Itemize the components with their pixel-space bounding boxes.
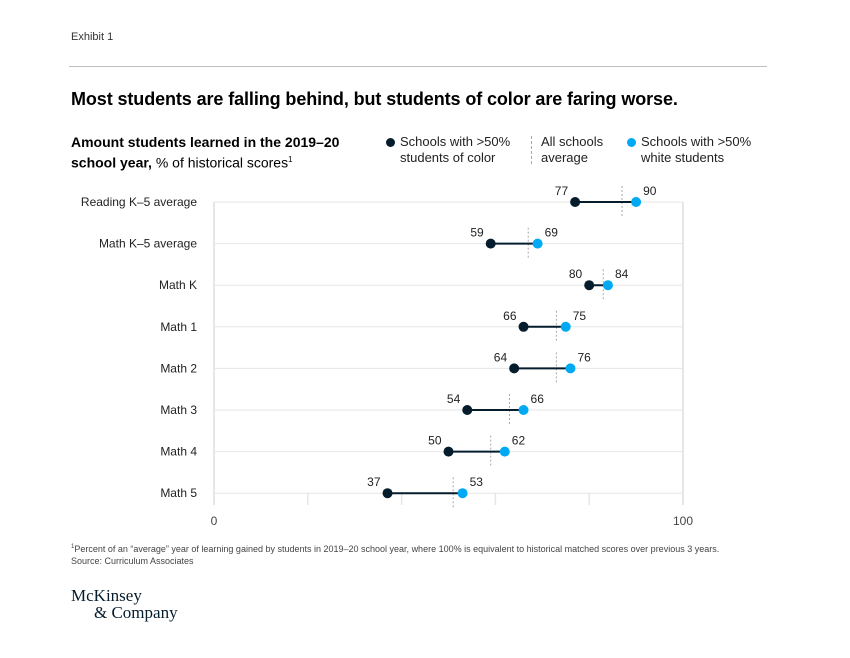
source-text: Source: Curriculum Associates — [71, 556, 194, 566]
value-label-white-students: 90 — [643, 184, 657, 198]
value-label-students-of-color: 54 — [447, 392, 461, 406]
legend-color-line1: Schools with >50% — [400, 134, 511, 149]
legend-average-line2: average — [541, 150, 588, 165]
dot-white-students — [560, 321, 571, 332]
category-label: Math 4 — [160, 445, 197, 459]
subtitle-footnote-marker: 1 — [288, 155, 293, 164]
dark-dot-icon — [386, 138, 395, 147]
dot-white-students — [602, 280, 613, 291]
value-label-students-of-color: 50 — [428, 434, 442, 448]
legend-white-line2: white students — [641, 150, 725, 165]
category-label: Math K — [159, 278, 197, 292]
legend-average-line1: All schools — [541, 134, 604, 149]
dot-students-of-color — [485, 238, 496, 249]
dot-students-of-color — [509, 363, 520, 374]
category-label: Math 1 — [160, 320, 197, 334]
dot-students-of-color — [570, 197, 581, 207]
dot-white-students — [631, 197, 642, 207]
chart-title: Most students are falling behind, but st… — [71, 89, 678, 109]
category-label: Math 3 — [160, 403, 197, 417]
value-label-white-students: 69 — [545, 226, 559, 240]
logo-line2: & Company — [94, 603, 178, 622]
x-tick-label: 0 — [211, 514, 218, 528]
legend-color-line2: students of color — [400, 150, 496, 165]
value-label-white-students: 84 — [615, 267, 629, 281]
logo-line1: McKinsey — [71, 586, 142, 605]
dot-white-students — [518, 405, 529, 415]
blue-dot-icon — [627, 138, 636, 147]
exhibit-label: Exhibit 1 — [71, 31, 114, 43]
dot-white-students — [457, 488, 468, 499]
value-label-white-students: 62 — [512, 434, 526, 448]
footnote: 1Percent of an “average” year of learnin… — [71, 541, 719, 567]
dot-white-students — [532, 238, 543, 249]
legend-white-line1: Schools with >50% — [641, 134, 752, 149]
dot-students-of-color — [443, 446, 454, 457]
category-label: Reading K–5 average — [81, 195, 197, 209]
dot-students-of-color — [518, 321, 529, 332]
mckinsey-logo: McKinsey & Company — [71, 587, 178, 621]
category-label: Math 5 — [160, 486, 197, 500]
footnote-text: Percent of an “average” year of learning… — [74, 544, 720, 554]
dot-white-students — [565, 363, 576, 374]
value-label-students-of-color: 64 — [494, 350, 508, 364]
dashed-line-icon — [531, 136, 532, 164]
chart-subtitle: Amount students learned in the 2019–20 s… — [71, 134, 371, 172]
value-label-white-students: 53 — [470, 475, 484, 489]
subtitle-bold: Amount students learned in the 2019–20 s… — [71, 134, 340, 171]
category-label: Math K–5 average — [99, 237, 197, 251]
dot-students-of-color — [584, 280, 595, 291]
x-tick-label: 100 — [673, 514, 693, 528]
dot-students-of-color — [462, 405, 473, 415]
dot-students-of-color — [382, 488, 393, 499]
value-label-students-of-color: 59 — [470, 226, 484, 240]
top-divider — [69, 66, 767, 67]
subtitle-normal: % of historical scores — [151, 154, 289, 171]
value-label-white-students: 66 — [531, 392, 545, 406]
value-label-students-of-color: 37 — [367, 475, 381, 489]
value-label-white-students: 75 — [573, 309, 587, 323]
category-label: Math 2 — [160, 361, 197, 375]
footnote-marker: 1 — [71, 544, 75, 550]
value-label-students-of-color: 77 — [555, 184, 569, 198]
value-label-students-of-color: 80 — [569, 267, 583, 281]
value-label-students-of-color: 66 — [503, 309, 517, 323]
dot-white-students — [499, 446, 510, 457]
value-label-white-students: 76 — [577, 350, 591, 364]
